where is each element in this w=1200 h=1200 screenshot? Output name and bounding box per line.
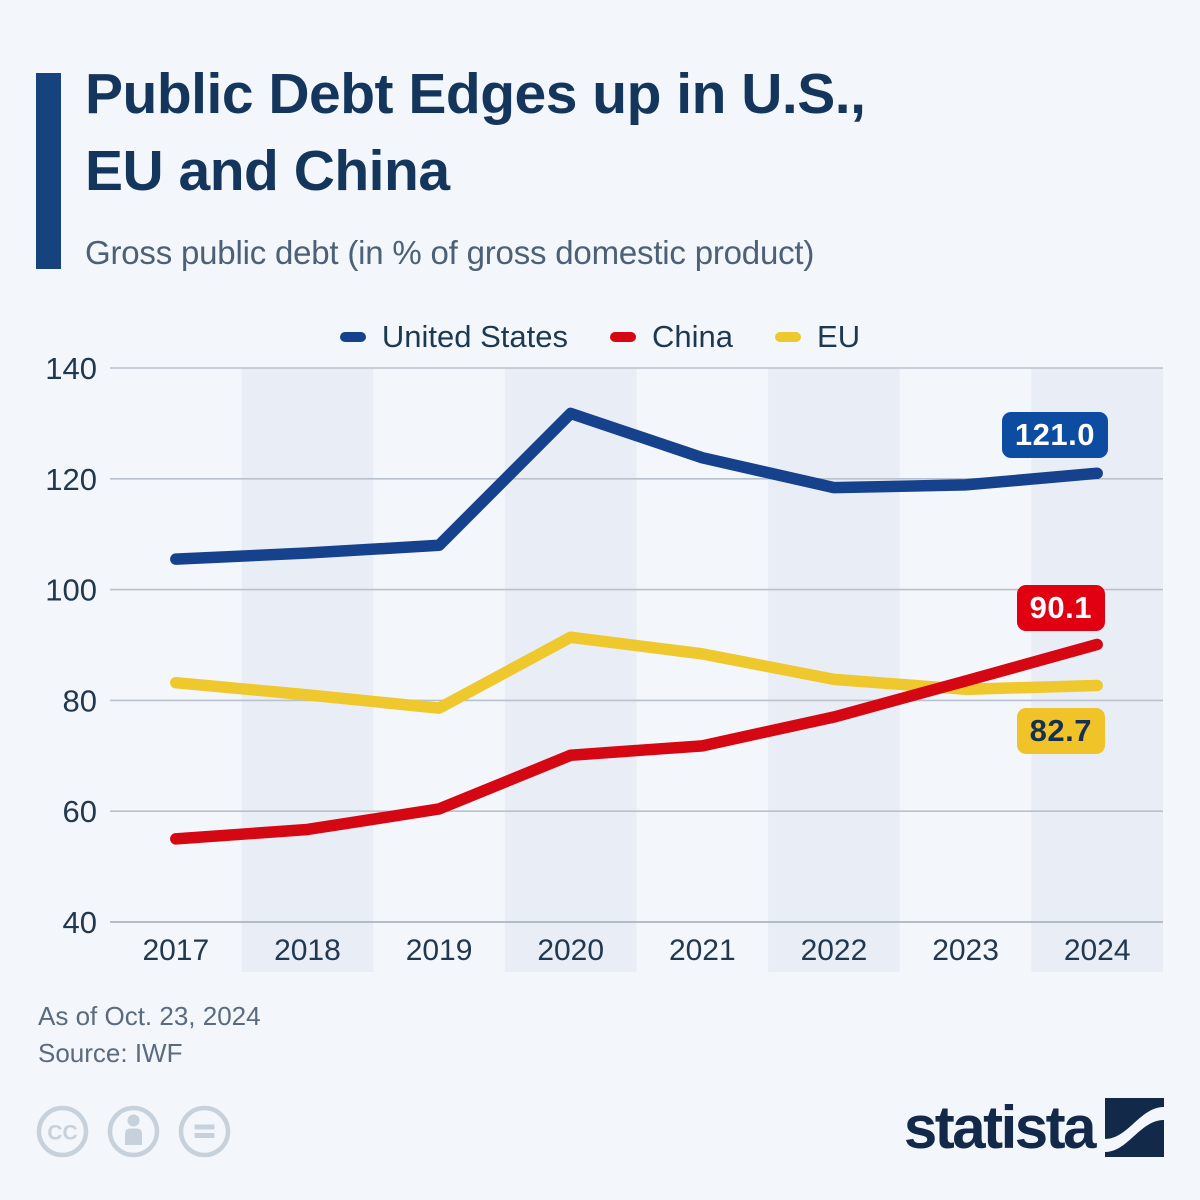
page-title-line-1: Public Debt Edges up in U.S., bbox=[85, 62, 866, 126]
year-band-2018 bbox=[241, 368, 374, 972]
legend-swatch-united-states bbox=[339, 332, 366, 342]
x-tick-label-2021: 2021 bbox=[669, 934, 736, 967]
cc-icon: CC bbox=[36, 1105, 89, 1158]
page-title: Public Debt Edges up in U.S., EU and Chi… bbox=[85, 56, 866, 210]
title-accent-bar bbox=[36, 73, 61, 269]
legend-label-united-states: United States bbox=[381, 319, 569, 354]
series-line-china bbox=[170, 638, 1103, 845]
legend-item-eu: EU bbox=[775, 319, 860, 355]
legend-item-china: China bbox=[610, 319, 733, 355]
legend-swatch-china bbox=[610, 332, 637, 342]
y-tick-label-60: 60 bbox=[63, 794, 97, 829]
source-note: Source: IWF bbox=[38, 1038, 183, 1068]
x-tick-label-2018: 2018 bbox=[274, 934, 341, 967]
y-tick-label-40: 40 bbox=[63, 905, 97, 940]
end-value-badge-china: 90.1 bbox=[1016, 585, 1105, 631]
statista-logo-icon bbox=[1105, 1098, 1164, 1157]
x-tick-label-2022: 2022 bbox=[801, 934, 868, 967]
chart-subtitle: Gross public debt (in % of gross domesti… bbox=[85, 234, 815, 271]
statista-branding: statista bbox=[903, 1094, 1164, 1161]
x-tick-label-2017: 2017 bbox=[142, 934, 209, 967]
page-title-line-2: EU and China bbox=[85, 139, 450, 203]
legend-label-eu: EU bbox=[817, 319, 861, 354]
svg-text:CC: CC bbox=[47, 1122, 77, 1145]
chart-legend: United States China EU bbox=[0, 313, 1200, 361]
license-icons: CC bbox=[36, 1105, 231, 1158]
statista-wordmark: statista bbox=[903, 1094, 1097, 1161]
y-tick-label-100: 100 bbox=[45, 573, 97, 608]
year-band-2024 bbox=[1031, 368, 1163, 972]
attribution-icon bbox=[107, 1105, 160, 1158]
as-of-note: As of Oct. 23, 2024 bbox=[38, 1001, 261, 1031]
y-tick-label-120: 120 bbox=[45, 462, 97, 497]
legend-item-united-states: United States bbox=[339, 319, 569, 355]
x-tick-label-2020: 2020 bbox=[537, 934, 604, 967]
no-derivatives-icon bbox=[178, 1105, 231, 1158]
x-tick-label-2024: 2024 bbox=[1064, 934, 1131, 967]
x-tick-label-2023: 2023 bbox=[932, 934, 999, 967]
x-tick-label-2019: 2019 bbox=[406, 934, 473, 967]
end-value-badge-united-states: 121.0 bbox=[1001, 412, 1108, 458]
y-tick-label-80: 80 bbox=[63, 683, 97, 718]
y-tick-label-140: 140 bbox=[45, 351, 97, 386]
legend-swatch-eu bbox=[775, 332, 802, 342]
series-line-united-states bbox=[170, 407, 1103, 565]
legend-label-china: China bbox=[652, 319, 734, 354]
year-band-2020 bbox=[504, 368, 637, 972]
end-value-badge-eu: 82.7 bbox=[1016, 708, 1105, 754]
